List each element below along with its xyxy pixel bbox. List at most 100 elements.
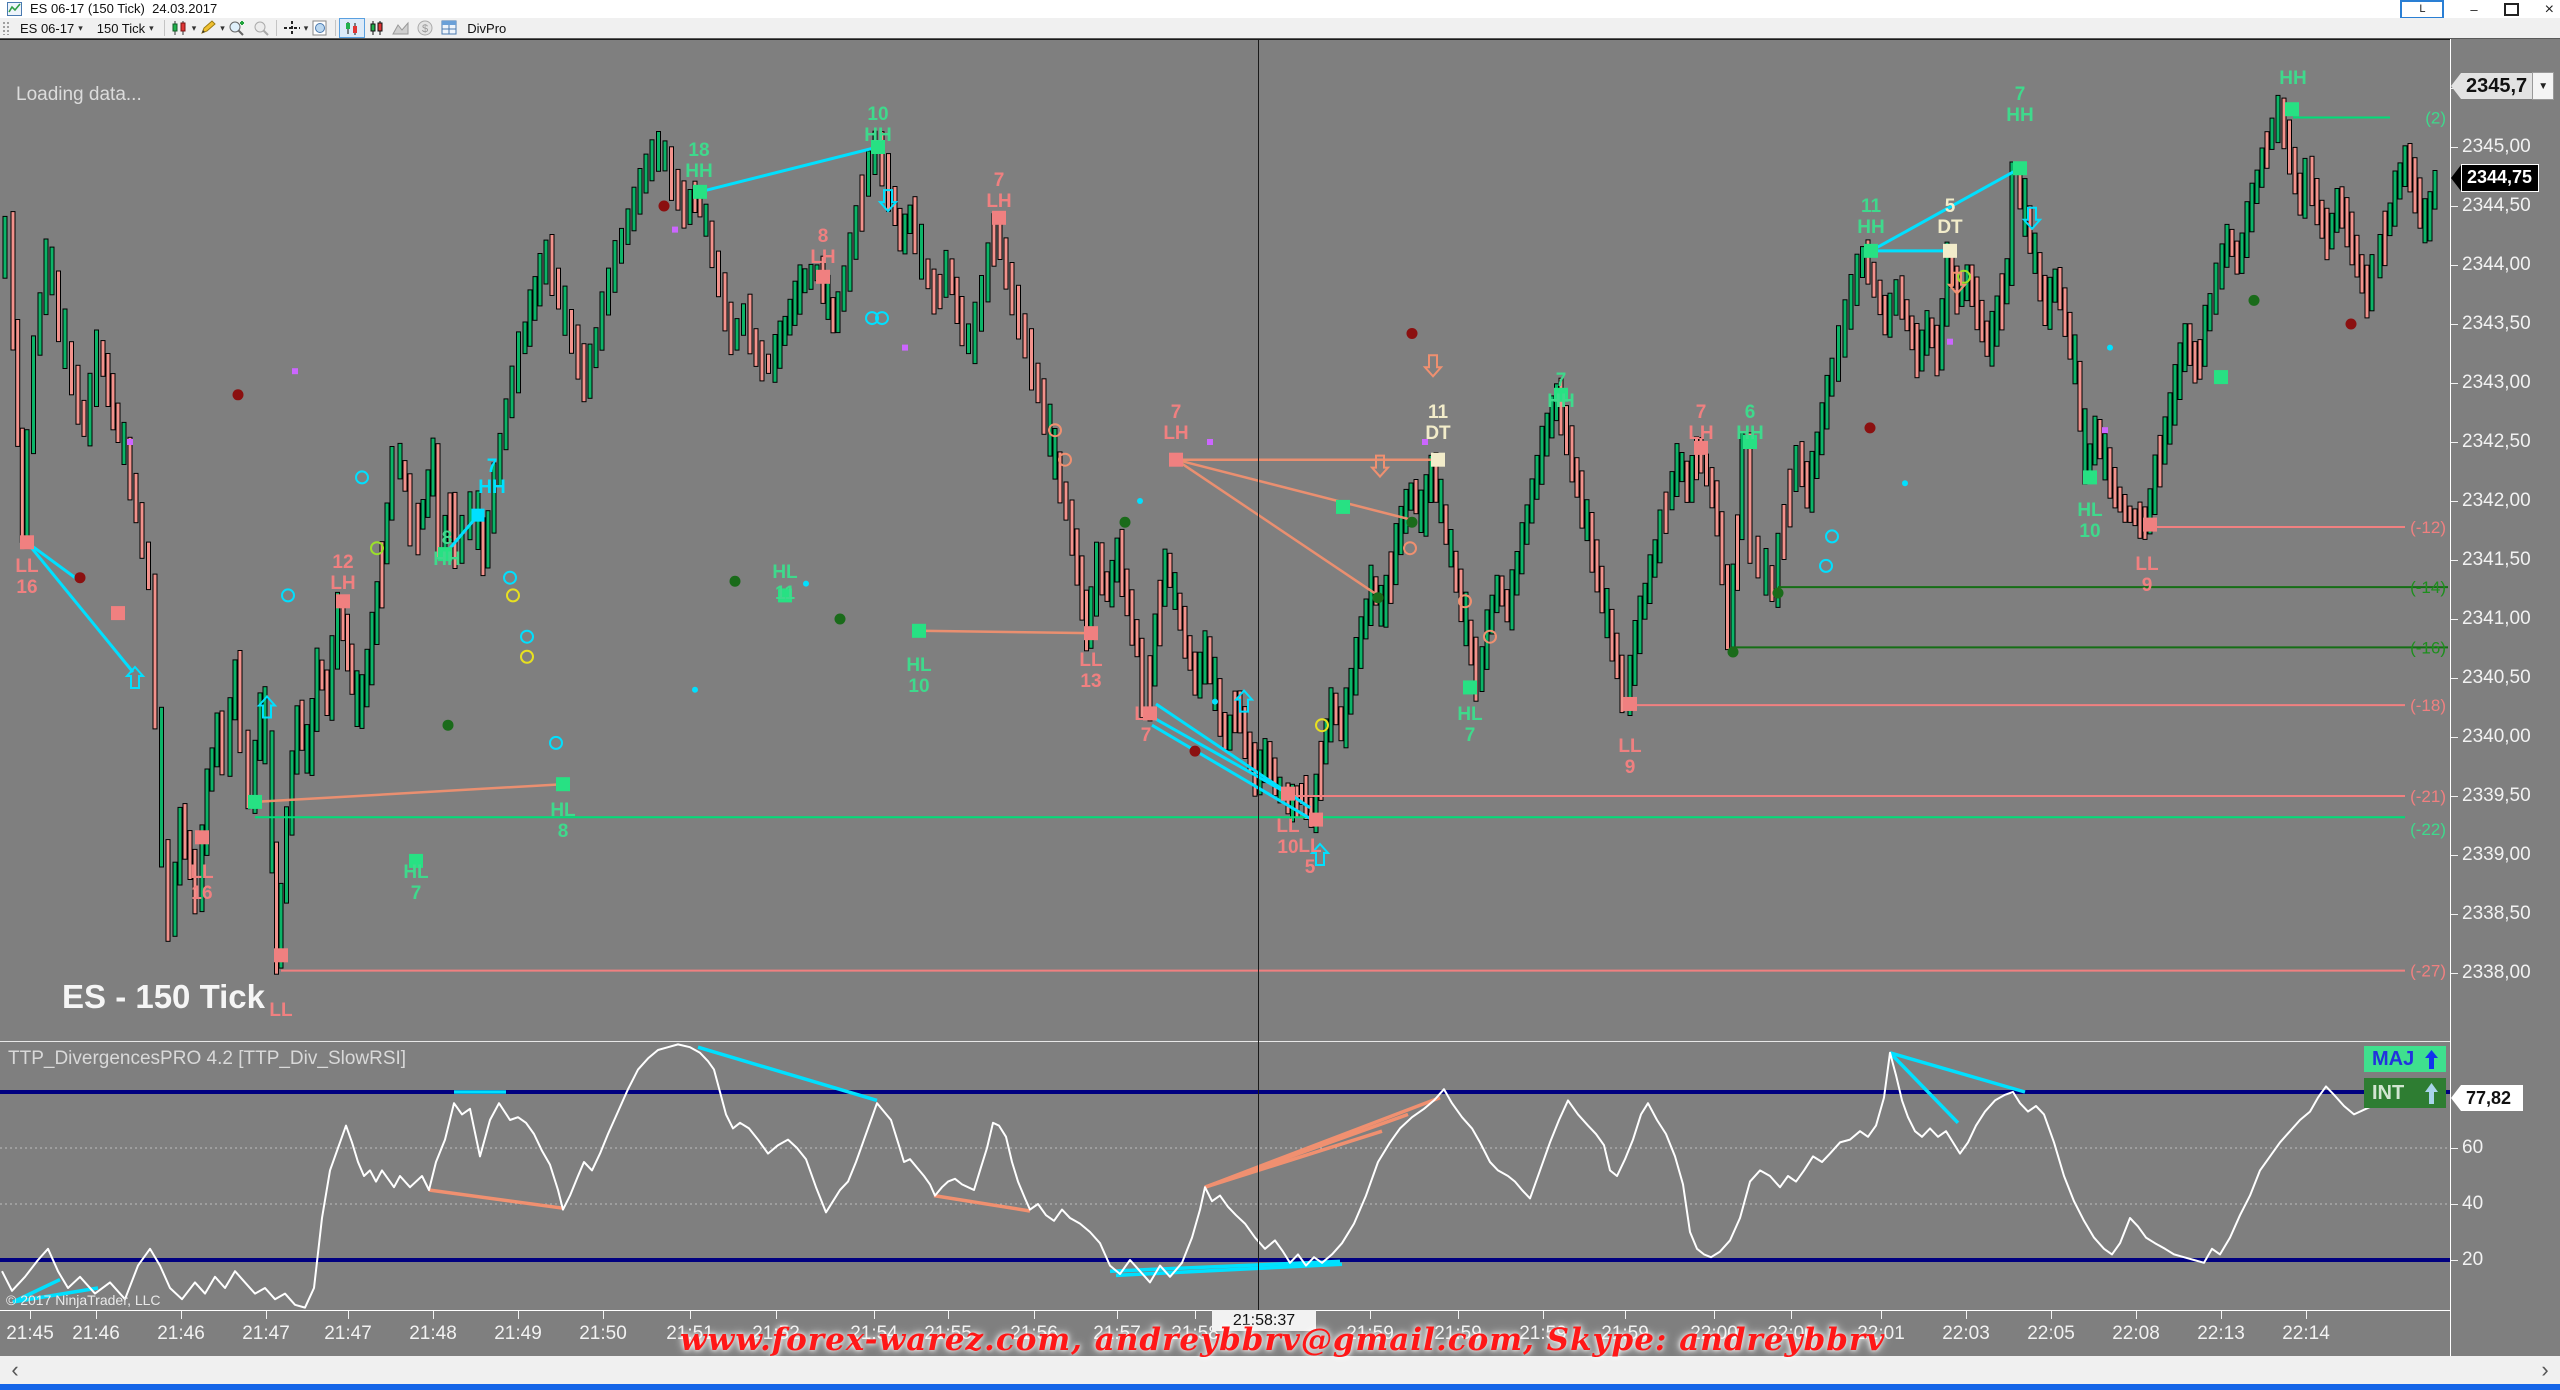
svg-text:16: 16 — [191, 883, 212, 904]
svg-text:7: 7 — [1556, 370, 1567, 391]
draw-tools-button[interactable] — [196, 19, 220, 37]
svg-text:LH: LH — [986, 191, 1011, 212]
lock-button[interactable]: L — [2400, 0, 2445, 19]
price-tick — [2451, 324, 2458, 325]
interval-selector[interactable]: 150 Tick ▾ — [96, 20, 154, 36]
svg-text:(-12): (-12) — [2410, 518, 2446, 537]
rsi-tick — [2451, 1204, 2458, 1205]
time-tick-label: 21:59 — [1434, 1323, 1482, 1344]
svg-text:LL: LL — [2135, 554, 2159, 575]
marker-dropdown-button[interactable]: ▼ — [2532, 72, 2555, 100]
add-indicator-button[interactable] — [225, 19, 249, 37]
svg-text:LH: LH — [810, 247, 835, 268]
svg-text:DT: DT — [1937, 217, 1963, 238]
scroll-left-button[interactable]: ‹ — [11, 1357, 19, 1382]
time-tick-label: 22:05 — [2027, 1323, 2075, 1344]
toolbar-separator — [275, 20, 277, 36]
tick-bars-icon — [346, 22, 358, 35]
svg-text:8: 8 — [818, 226, 829, 247]
svg-text:8: 8 — [442, 528, 453, 549]
svg-text:7: 7 — [411, 883, 422, 904]
mountain-style-button[interactable] — [389, 19, 413, 37]
svg-text:LL: LL — [1618, 736, 1642, 757]
svg-text:HH: HH — [433, 549, 460, 570]
maximize-button[interactable] — [2503, 2, 2519, 16]
divpro-label: DivPro — [467, 20, 507, 36]
svg-text:7: 7 — [1465, 725, 1476, 746]
chart-area[interactable]: (2) (-12) (-14) (-16) (-18) (-21) (-22) (-27) LL… — [0, 38, 2560, 1390]
svg-text:5: 5 — [1305, 857, 1316, 878]
chart-toolbar: ES 06-17 ▾ 150 Tick ▾ ▾ ▾ — [0, 18, 2560, 39]
chart-app-icon — [7, 2, 22, 21]
chevron-down-icon[interactable]: ▾ — [191, 22, 197, 33]
price-panel-canvas[interactable]: (2) (-12) (-14) (-16) (-18) (-21) (-22) (-27) LL… — [0, 38, 2450, 1042]
price-tick-label: 2338,00 — [2462, 962, 2531, 983]
intermediate-divergence-badge: INT — [2364, 1078, 2446, 1108]
svg-text:7: 7 — [1141, 725, 1152, 746]
close-button[interactable]: × — [2544, 0, 2554, 18]
chart-style-button[interactable] — [168, 19, 192, 37]
price-tick-label: 2344,00 — [2462, 254, 2531, 275]
price-axis[interactable]: 2345,502345,002344,502344,002343,502343,… — [2451, 38, 2560, 1356]
svg-text:12: 12 — [332, 552, 353, 573]
indicator-panel-canvas[interactable] — [0, 1042, 2450, 1310]
price-tick-label: 2339,00 — [2462, 844, 2531, 865]
zoom-button[interactable] — [308, 19, 332, 37]
svg-text:7: 7 — [1171, 402, 1182, 423]
crosshair-vertical-line — [1258, 40, 1259, 1310]
time-tick-label: 21:46 — [72, 1323, 120, 1344]
time-tick — [1458, 1311, 1459, 1319]
svg-text:(2): (2) — [2425, 109, 2446, 128]
time-tick-label: 21:48 — [409, 1323, 457, 1344]
time-tick-label: 22:00 — [1767, 1323, 1815, 1344]
price-tick — [2451, 737, 2458, 738]
price-tick-label: 2342,50 — [2462, 431, 2531, 452]
rsi-tick — [2451, 1260, 2458, 1261]
time-tick — [874, 1311, 875, 1319]
time-tick — [603, 1311, 604, 1319]
instrument-selector[interactable]: ES 06-17 ▾ — [20, 20, 83, 36]
time-tick — [776, 1311, 777, 1319]
svg-text:(-14): (-14) — [2410, 578, 2446, 597]
price-tick-label: 2341,50 — [2462, 549, 2531, 570]
svg-text:LL: LL — [190, 862, 214, 883]
svg-text:7: 7 — [994, 170, 1005, 191]
scroll-right-button[interactable]: › — [2541, 1357, 2549, 1382]
candles-style-button[interactable] — [365, 19, 389, 37]
time-tick-label: 22:13 — [2197, 1323, 2245, 1344]
cursor-mode-button[interactable] — [280, 19, 304, 37]
svg-text:(-22): (-22) — [2410, 820, 2446, 839]
minimize-button[interactable]: – — [2470, 1, 2478, 17]
time-tick — [266, 1311, 267, 1319]
time-tick-label: 21:50 — [579, 1323, 627, 1344]
svg-text:(-21): (-21) — [2410, 787, 2446, 806]
svg-text:7: 7 — [487, 456, 498, 477]
crosshair-icon — [283, 21, 300, 35]
svg-text:HH: HH — [864, 125, 891, 146]
svg-text:LL: LL — [1298, 836, 1322, 857]
market-analyzer-button[interactable]: $ — [413, 19, 437, 37]
svg-text:7: 7 — [1696, 402, 1707, 423]
price-tick — [2451, 147, 2458, 148]
chevron-down-icon[interactable]: ▾ — [303, 22, 309, 33]
time-tick-label: 21:49 — [494, 1323, 542, 1344]
horizontal-scrollbar[interactable]: ‹ › — [0, 1356, 2560, 1384]
price-tick-label: 2343,00 — [2462, 372, 2531, 393]
svg-text:11: 11 — [1428, 402, 1449, 423]
time-tick — [2221, 1311, 2222, 1319]
svg-text:13: 13 — [1080, 671, 1101, 692]
svg-text:HL: HL — [1457, 704, 1483, 725]
time-tick — [518, 1311, 519, 1319]
remove-indicator-button[interactable] — [249, 19, 273, 37]
svg-text:10: 10 — [1277, 837, 1298, 858]
svg-text:HH: HH — [478, 477, 505, 498]
price-tick-label: 2340,00 — [2462, 726, 2531, 747]
data-grid-button[interactable] — [437, 19, 461, 37]
toolbar-grip[interactable] — [2, 21, 9, 35]
bars-style-selected-button[interactable] — [339, 18, 366, 38]
svg-text:16: 16 — [16, 577, 37, 598]
chevron-down-icon[interactable]: ▾ — [220, 22, 225, 33]
panel-divider[interactable] — [0, 1041, 2560, 1042]
time-tick-label: 21:46 — [157, 1323, 205, 1344]
price-axis-border — [2450, 38, 2451, 1356]
